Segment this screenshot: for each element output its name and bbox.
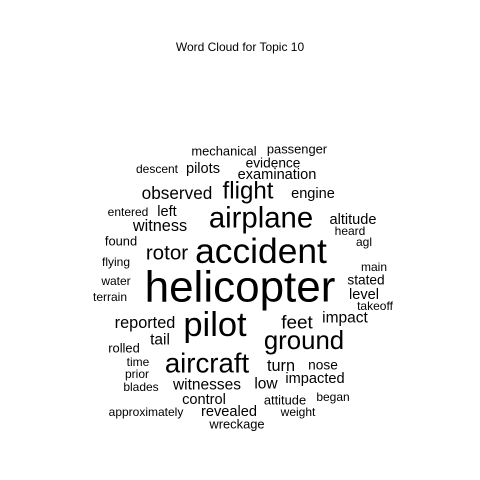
word-descent: descent [136,162,179,176]
word-entered: entered [108,205,149,219]
word-turn: turn [267,357,295,375]
word-evidence: evidence [246,156,301,171]
word-tail: tail [150,332,170,349]
word-examination: examination [238,167,317,183]
word-airplane: airplane [209,202,313,235]
word-wreckage: wreckage [208,417,264,432]
word-revealed: revealed [201,404,257,420]
word-left: left [157,204,176,220]
word-water: water [100,274,130,288]
word-accident: accident [195,231,327,271]
word-passenger: passenger [267,142,328,157]
word-time: time [127,355,150,369]
word-witness: witness [132,217,187,235]
word-witnesses: witnesses [172,377,241,394]
word-impacted: impacted [285,371,344,387]
word-main: main [361,260,387,274]
word-terrain: terrain [93,290,127,304]
word-engine: engine [291,186,335,202]
word-flight: flight [223,178,274,205]
word-observed: observed [142,183,213,203]
word-rotor: rotor [146,242,188,265]
word-reported: reported [115,314,176,332]
word-stated: stated [347,273,384,288]
word-prior: prior [125,367,149,381]
word-aircraft: aircraft [165,348,250,379]
word-nose: nose [308,358,338,373]
word-found: found [105,234,137,249]
chart-title: Word Cloud for Topic 10 [175,40,305,54]
word-takeoff: takeoff [357,299,393,313]
word-feet: feet [281,313,313,334]
word-impact: impact [322,310,368,327]
word-agl: agl [356,235,372,249]
word-pilot: pilot [183,306,247,344]
word-pilots: pilots [186,161,220,177]
word-approximately: approximately [109,405,184,419]
word-began: began [316,390,349,404]
word-control: control [182,392,226,408]
word-mechanical: mechanical [191,144,256,159]
word-heard: heard [335,224,366,238]
word-blades: blades [123,380,158,394]
word-altitude: altitude [329,212,376,228]
word-attitude: attitude [264,393,306,408]
word-low: low [254,376,278,393]
word-ground: ground [264,327,344,355]
word-weight: weight [280,405,316,419]
word-flying: flying [102,255,130,269]
word-level: level [349,287,379,303]
word-helicopter: helicopter [145,263,336,312]
word-rolled: rolled [108,341,140,356]
